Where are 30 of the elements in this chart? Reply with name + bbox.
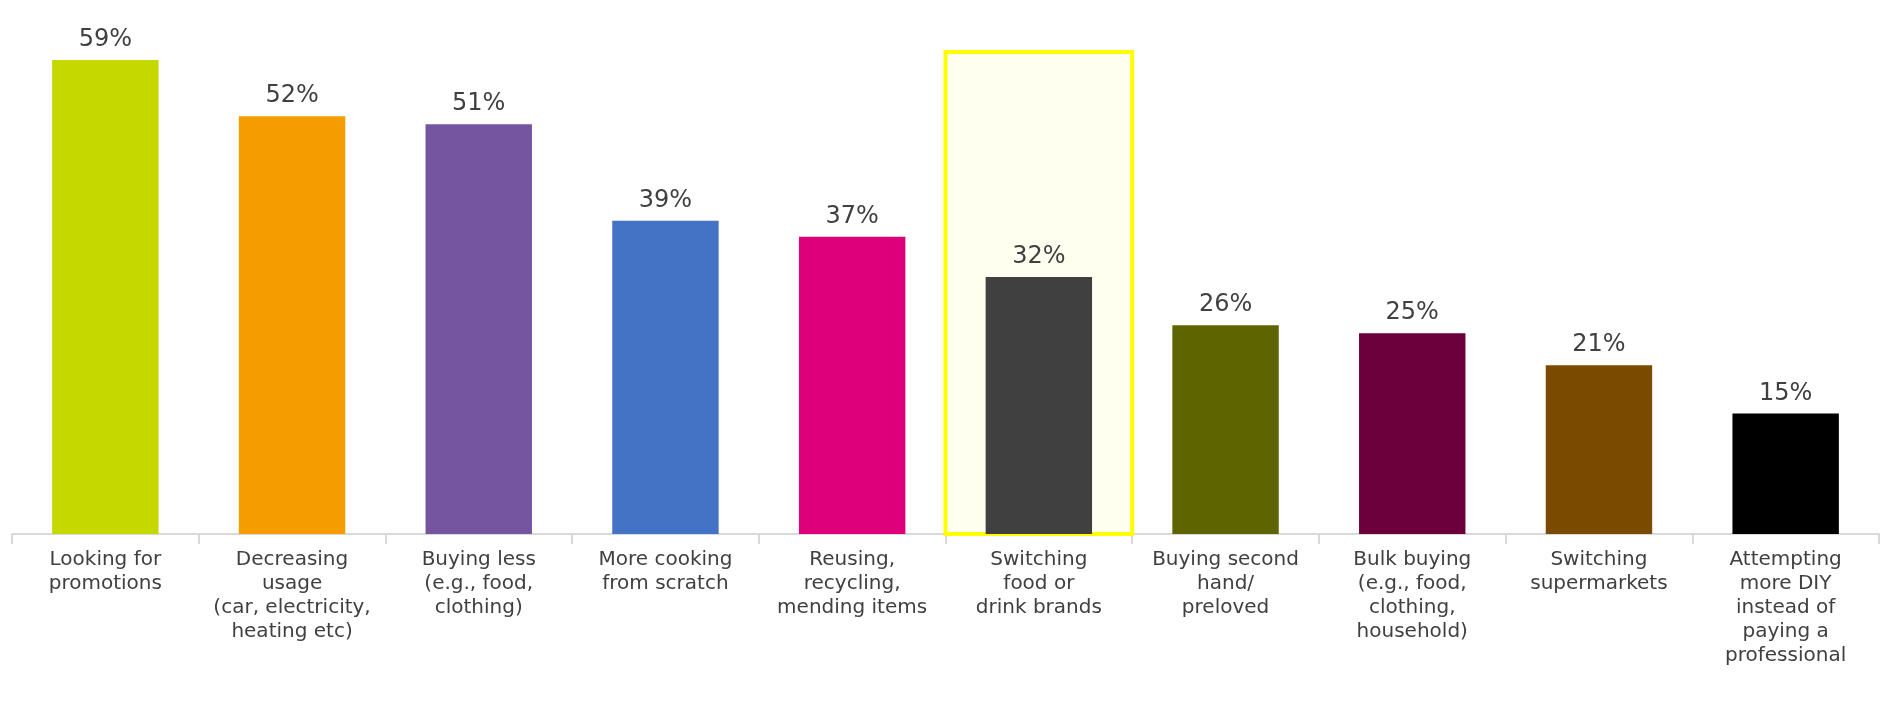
x-tick-label: More cooking from scratch	[598, 546, 733, 594]
x-tick-label: Reusing, recycling, mending items	[777, 546, 928, 618]
x-tick-label: Decreasing usage (car, electricity, heating etc)	[213, 546, 371, 642]
x-tick-label: Bulk buying (e.g., food, clothing, household)	[1353, 546, 1472, 642]
data-label: 59%	[78, 24, 133, 53]
data-label: 51%	[452, 88, 506, 117]
data-label: 39%	[638, 184, 693, 213]
data-label: 25%	[1385, 297, 1439, 326]
bar	[52, 60, 159, 534]
x-tick-label: Attempting more DIY instead of paying a professional	[1725, 546, 1847, 666]
bar	[1545, 365, 1653, 534]
x-tick-label: Switching supermarkets	[1530, 546, 1668, 594]
data-label: 15%	[1758, 377, 1813, 406]
data-label: 21%	[1572, 329, 1626, 358]
bar	[425, 124, 532, 534]
data-label: 37%	[825, 200, 879, 229]
data-label: 26%	[1198, 289, 1253, 318]
bar	[985, 276, 1093, 534]
bar	[612, 220, 719, 534]
x-tick-label: Buying second hand/ preloved	[1152, 546, 1299, 618]
x-tick-label: Looking for promotions	[48, 546, 162, 594]
data-label: 32%	[1012, 240, 1066, 269]
data-label: 52%	[265, 80, 319, 109]
bar	[1359, 333, 1466, 534]
bar	[1732, 413, 1839, 534]
bar	[238, 116, 346, 534]
bar	[798, 236, 906, 534]
bar	[1172, 325, 1279, 534]
x-tick-label: Buying less (e.g., food, clothing)	[421, 546, 536, 618]
x-tick-label: Switching food or drink brands	[975, 546, 1102, 618]
